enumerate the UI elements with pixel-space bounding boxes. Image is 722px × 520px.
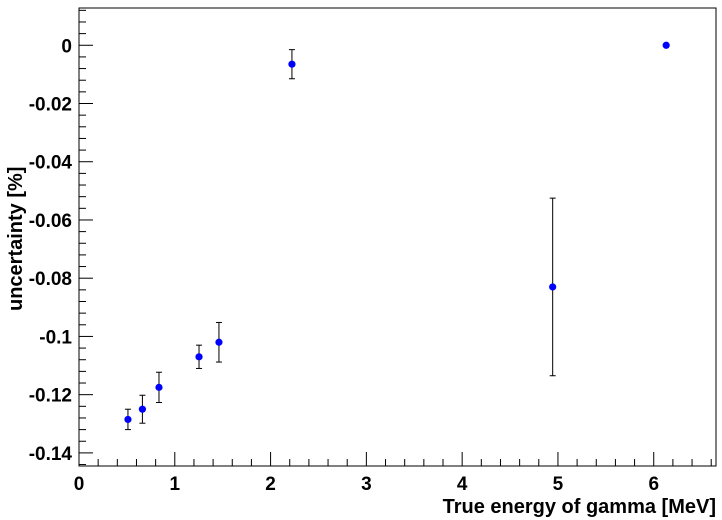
data-point <box>288 60 296 68</box>
y-axis-title: uncertainty [%] <box>5 167 27 311</box>
data-point <box>662 41 670 49</box>
y-tick-label: -0.1 <box>39 327 72 348</box>
data-point <box>155 383 163 391</box>
x-tick-label: 2 <box>265 474 276 495</box>
x-tick-label: 6 <box>648 474 659 495</box>
data-point <box>124 415 132 424</box>
x-tick-label: 3 <box>361 474 372 495</box>
y-tick-label: -0.14 <box>29 444 73 465</box>
y-tick-label: 0 <box>61 36 72 57</box>
y-tick-label: -0.04 <box>29 153 73 174</box>
data-point <box>195 353 203 361</box>
x-axis-title: True energy of gamma [MeV] <box>443 496 716 518</box>
y-tick-label: -0.06 <box>29 211 72 232</box>
plot-frame <box>78 7 717 467</box>
x-tick-label: 0 <box>74 474 85 495</box>
x-axis-tick-labels: 0 1 2 3 4 5 6 <box>74 474 659 495</box>
y-axis-tick-labels: 0 -0.02 -0.04 -0.06 -0.08 -0.1 -0.12 -0.14 <box>29 36 73 465</box>
x-tick-label: 4 <box>457 474 468 495</box>
x-axis-ticks <box>78 452 712 466</box>
data-point <box>549 283 557 291</box>
data-point <box>138 405 147 413</box>
x-tick-label: 5 <box>553 474 564 495</box>
x-tick-label: 1 <box>170 474 181 495</box>
y-axis-ticks <box>79 9 93 466</box>
y-tick-label: -0.12 <box>29 386 72 407</box>
data-point <box>215 338 223 346</box>
y-tick-label: -0.08 <box>29 269 72 290</box>
error-bars <box>124 49 556 431</box>
data-points <box>124 41 670 424</box>
y-tick-label: -0.02 <box>29 95 72 116</box>
